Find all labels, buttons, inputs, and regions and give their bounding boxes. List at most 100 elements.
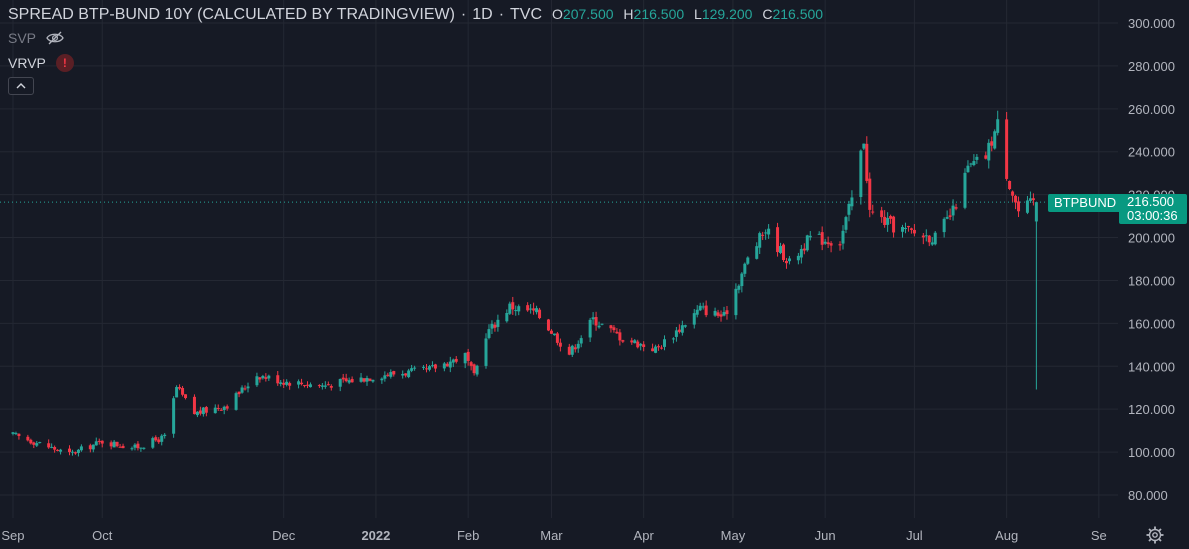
candle-body — [285, 381, 289, 385]
candle-body — [930, 242, 934, 245]
candle-body — [401, 373, 405, 376]
candle-body — [701, 306, 705, 308]
interval-label[interactable]: 1D — [472, 6, 493, 23]
candle-body — [261, 375, 265, 379]
candle-body — [826, 242, 830, 245]
candle-body — [591, 317, 595, 320]
candle-body — [306, 384, 309, 386]
warning-icon[interactable]: ! — [55, 54, 74, 72]
candle-body — [663, 339, 666, 347]
candle-body — [529, 308, 533, 310]
candle-body — [1008, 180, 1012, 189]
gear-icon[interactable] — [1146, 526, 1164, 544]
candle-body — [505, 312, 509, 322]
candle-body — [175, 387, 179, 398]
collapse-legend-button[interactable] — [8, 77, 34, 95]
x-tick-label: Mar — [540, 528, 563, 543]
candle-body — [1014, 195, 1018, 203]
candle-body — [225, 406, 229, 409]
candle-body — [823, 241, 827, 244]
candle-body — [178, 387, 182, 389]
candle-body — [136, 443, 140, 449]
candle-body — [526, 305, 530, 311]
candle-body — [945, 217, 949, 219]
candle-body — [776, 227, 780, 253]
candle-body — [303, 385, 307, 387]
candle-body — [181, 387, 185, 395]
indicator-vrvp[interactable]: VRVP ! — [8, 54, 74, 72]
candle-body — [517, 306, 521, 312]
symbol-title[interactable]: SPREAD BTP-BUND 10Y (CALCULATED BY TRADI… — [8, 6, 455, 23]
candle-body — [383, 375, 387, 379]
candle-body — [975, 156, 979, 160]
candle-body — [639, 343, 643, 346]
candle-body — [493, 324, 497, 328]
candle-body — [657, 346, 661, 348]
candle-body — [26, 436, 30, 441]
candle-body — [737, 285, 741, 290]
candle-body — [490, 323, 494, 329]
high-value: 216.500 — [633, 6, 685, 22]
candle-body — [567, 346, 571, 355]
candle-body — [671, 338, 675, 340]
candle-body — [326, 384, 330, 386]
candle-body — [740, 273, 744, 287]
bar-countdown: 03:00:36 — [1127, 208, 1178, 223]
eye-off-icon[interactable] — [46, 31, 64, 45]
candle-body — [704, 305, 708, 316]
open-value: 207.500 — [562, 6, 614, 22]
candle-body — [594, 316, 598, 326]
candle-body — [1017, 201, 1021, 212]
candle-body — [511, 302, 515, 310]
candle-body — [514, 310, 518, 312]
candle-body — [112, 441, 116, 448]
candle-body — [838, 244, 842, 246]
candle-body — [151, 438, 155, 448]
candle-body — [642, 344, 646, 347]
candle-body — [570, 345, 574, 355]
y-tick-label: 280.000 — [1128, 59, 1175, 74]
candle-body — [576, 343, 580, 349]
candle-body — [267, 375, 271, 379]
candle-body — [413, 367, 417, 369]
x-tick-label: Aug — [995, 528, 1018, 543]
candle-body — [344, 378, 348, 382]
indicator-svp[interactable]: SVP — [8, 30, 64, 46]
candle-body — [734, 288, 738, 316]
candle-body — [91, 444, 95, 450]
candle-body — [160, 435, 164, 442]
candle-body — [654, 346, 658, 353]
open-key: O — [552, 6, 563, 22]
candle-body — [966, 165, 970, 173]
candle-body — [59, 449, 63, 452]
candle-body — [535, 308, 539, 313]
candle-body — [121, 445, 125, 449]
candle-body — [621, 340, 625, 342]
x-tick-label: Sep — [1, 528, 24, 543]
candle-body — [442, 363, 446, 369]
candle-body — [921, 235, 925, 238]
candle-body — [716, 312, 720, 316]
price-axis[interactable]: 300.000280.000260.000240.000220.000200.0… — [1128, 16, 1175, 503]
candle-body — [448, 361, 452, 368]
ohlc-values: O207.500 H216.500 L129.200 C216.500 — [546, 6, 823, 22]
candle-body — [56, 449, 60, 451]
candle-body — [579, 338, 583, 344]
candle-body — [546, 319, 550, 331]
candle-body — [195, 411, 199, 416]
candle-body — [17, 433, 21, 436]
high-key: H — [623, 6, 634, 22]
x-tick-label: Apr — [634, 528, 655, 543]
candle-body — [341, 377, 345, 380]
candle-body — [73, 452, 77, 454]
candle-body — [50, 446, 54, 448]
candle-body — [808, 235, 812, 238]
time-axis[interactable]: Sep Oct Dec 2022 Feb Mar Apr May Jun Jul Aug Se — [1, 528, 1106, 543]
candle-body — [11, 432, 15, 434]
candle-body — [329, 385, 333, 388]
candle-body — [29, 439, 33, 444]
candle-body — [984, 155, 988, 159]
candle-body — [47, 443, 51, 448]
x-tick-label: Se — [1091, 528, 1107, 543]
